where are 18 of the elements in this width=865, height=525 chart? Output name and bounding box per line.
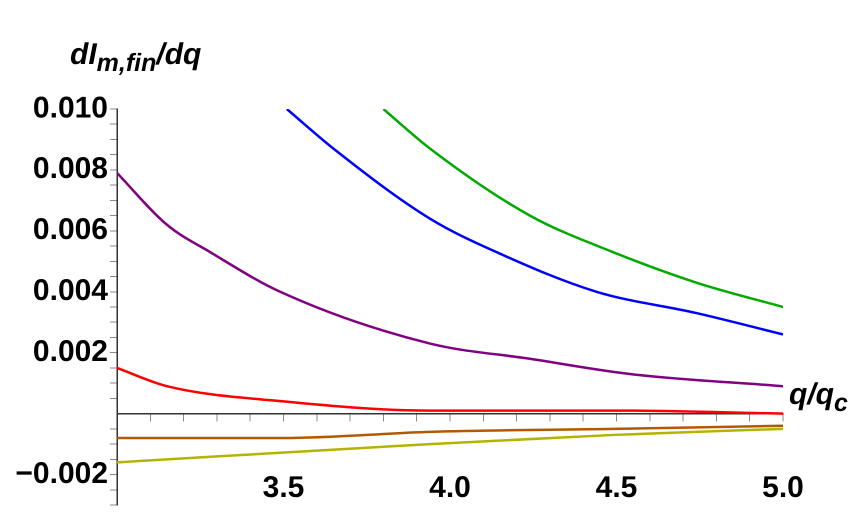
line-series bbox=[117, 172, 783, 388]
line-series bbox=[382, 109, 783, 308]
y-tick-label: 0.002 bbox=[32, 334, 108, 368]
y-tick-label: −0.002 bbox=[15, 456, 108, 490]
line-series bbox=[117, 424, 783, 440]
line-series bbox=[117, 428, 783, 464]
x-tick-label: 4.5 bbox=[596, 470, 638, 504]
y-tick-label: 0.004 bbox=[32, 274, 108, 308]
x-tick-label: 3.5 bbox=[262, 470, 304, 504]
x-axis-title: q/q$_{c}$ bbox=[789, 378, 848, 417]
y-tick-label: 0.010 bbox=[32, 91, 108, 124]
x-tick-label: 4.0 bbox=[429, 470, 471, 504]
x-tick-label: 5.0 bbox=[762, 470, 804, 504]
line-series bbox=[286, 109, 783, 336]
y-tick-label: 0.008 bbox=[32, 152, 108, 186]
y-tick-label: 0.006 bbox=[32, 213, 108, 246]
line-series bbox=[117, 366, 783, 415]
y-axis-title: dI$_{m,fin}$/dq bbox=[70, 38, 202, 77]
